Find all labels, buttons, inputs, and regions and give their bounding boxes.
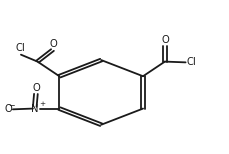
Text: +: + [39, 101, 45, 107]
Text: O: O [32, 83, 40, 93]
Text: N: N [31, 104, 39, 113]
Text: O: O [49, 39, 57, 49]
Text: O: O [4, 104, 12, 114]
Text: O: O [160, 35, 168, 45]
Text: Cl: Cl [16, 43, 25, 53]
Text: Cl: Cl [186, 57, 196, 67]
Text: −: − [8, 101, 15, 110]
